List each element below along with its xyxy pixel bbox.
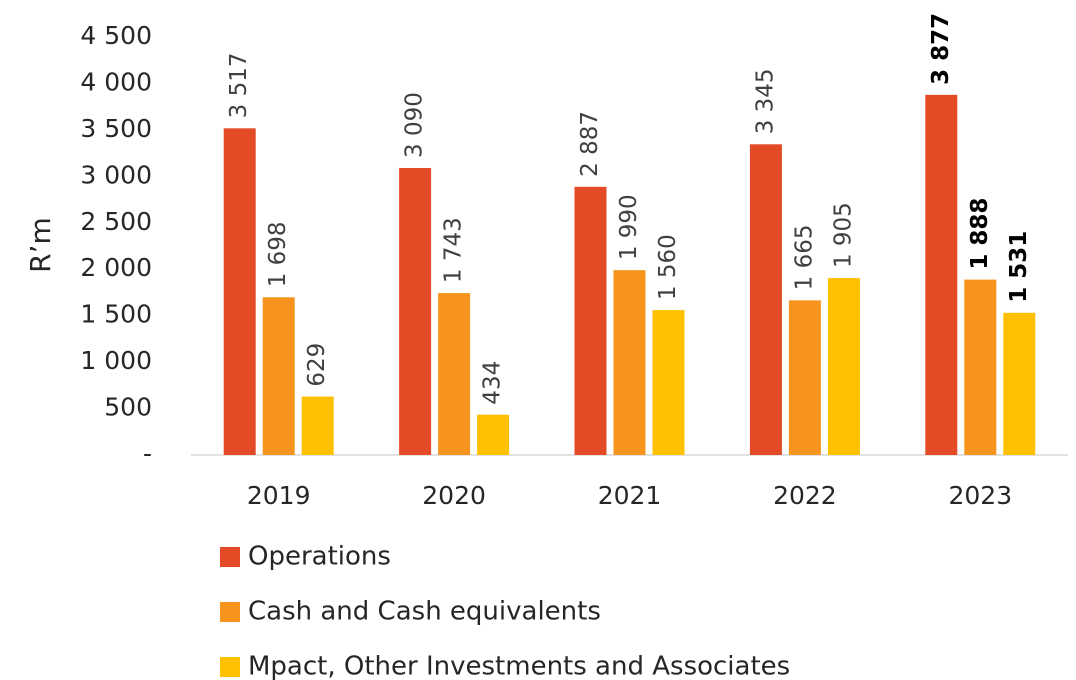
- bar: [827, 278, 860, 455]
- value-label: 1 665: [791, 224, 817, 290]
- bar: [223, 128, 256, 455]
- y-tick-label: 3 500: [80, 114, 152, 143]
- y-tick-label: 3 000: [80, 160, 152, 189]
- x-tick-label: 2022: [773, 481, 837, 510]
- x-tick-label: 2019: [247, 481, 311, 510]
- legend-swatch: [220, 547, 240, 567]
- legend-label: Cash and Cash equivalents: [248, 597, 601, 627]
- x-tick-label: 2021: [598, 481, 662, 510]
- value-label: 3 517: [226, 52, 252, 118]
- x-tick-label: 2023: [948, 481, 1012, 510]
- y-tick-label: 2 000: [80, 253, 152, 282]
- legend-label: Mpact, Other Investments and Associates: [248, 652, 790, 680]
- value-label: 3 345: [752, 68, 778, 134]
- bar: [652, 310, 685, 455]
- bar: [301, 396, 334, 455]
- bar: [477, 414, 510, 455]
- value-label: 434: [480, 361, 506, 405]
- bar: [925, 94, 958, 455]
- bar: [749, 144, 782, 455]
- bar: [788, 300, 821, 455]
- value-label: 629: [304, 343, 330, 387]
- legend-swatch: [220, 657, 240, 677]
- value-label: 1 990: [616, 194, 642, 260]
- value-label: 3 090: [402, 92, 428, 158]
- y-tick-label: -: [143, 439, 152, 468]
- y-tick-label: 4 500: [80, 21, 152, 50]
- y-tick-label: 4 000: [80, 67, 152, 96]
- bar: [399, 167, 432, 455]
- bar: [613, 270, 646, 455]
- bar: [262, 297, 295, 455]
- legend-swatch: [220, 602, 240, 622]
- bar: [574, 186, 607, 455]
- y-tick-label: 500: [104, 393, 152, 422]
- y-axis-title: R’m: [24, 217, 57, 273]
- value-label: 1 743: [441, 217, 467, 283]
- value-label: 2 887: [577, 111, 603, 177]
- x-tick-label: 2020: [422, 481, 486, 510]
- y-tick-label: 1 500: [80, 300, 152, 329]
- y-tick-label: 1 000: [80, 346, 152, 375]
- value-label: 1 531: [1006, 231, 1032, 303]
- bar: [1003, 312, 1036, 455]
- bar: [438, 293, 471, 455]
- y-tick-label: 2 500: [80, 207, 152, 236]
- value-label: 1 698: [265, 221, 291, 287]
- legend-label: Operations: [248, 542, 391, 572]
- bar: [964, 279, 997, 455]
- value-label: 3 877: [928, 13, 954, 85]
- value-label: 1 888: [967, 198, 993, 270]
- value-label: 1 905: [830, 202, 856, 268]
- value-label: 1 560: [655, 234, 681, 300]
